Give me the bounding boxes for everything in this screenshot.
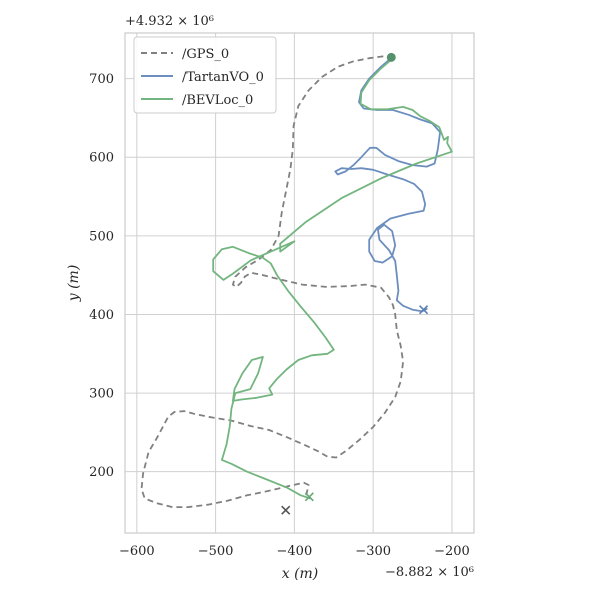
x-tick-label: −500: [198, 544, 234, 559]
x-axis-title: x (m): [282, 566, 319, 582]
y-tick-label: 300: [89, 387, 114, 402]
end-marker-gps: [281, 505, 291, 515]
y-tick-label: 200: [89, 465, 114, 480]
x-tick-label: −200: [434, 544, 470, 559]
y-tick-labels: 200 300 400 500 600 700: [89, 72, 114, 480]
x-offset-label: −8.882 × 10⁶: [385, 565, 474, 580]
y-tick-label: 700: [89, 72, 114, 87]
plot-frame: [124, 32, 475, 534]
series-layer: [140, 54, 453, 508]
series-line-gps: [140, 54, 404, 508]
x-tick-label: −300: [355, 544, 391, 559]
y-offset-label: +4.932 × 10⁶: [125, 14, 214, 29]
series-line-bevloc: [212, 58, 453, 500]
start-marker: [386, 52, 396, 62]
x-tick-label: −400: [277, 544, 313, 559]
legend-label-bevloc: /BEVLoc_0: [182, 93, 253, 108]
y-tick-label: 400: [89, 308, 114, 323]
end-marker-bevloc: [304, 492, 314, 502]
legend-label-gps: /GPS_0: [182, 47, 229, 62]
x-tick-labels: −600 −500 −400 −300 −200: [119, 544, 470, 559]
x-tick-label: −600: [119, 544, 155, 559]
legend: /GPS_0 /TartanVO_0 /BEVLoc_0: [133, 36, 277, 114]
legend-label-tartanvo: /TartanVO_0: [182, 70, 264, 85]
series-line-tartanvo: [334, 55, 441, 313]
marker-layer: [281, 52, 429, 515]
y-tick-label: 600: [89, 151, 114, 166]
y-tick-label: 500: [89, 229, 114, 244]
end-marker-tartanvo: [419, 305, 429, 315]
y-axis-title: y (m): [66, 265, 82, 303]
legend-box: [133, 36, 277, 114]
